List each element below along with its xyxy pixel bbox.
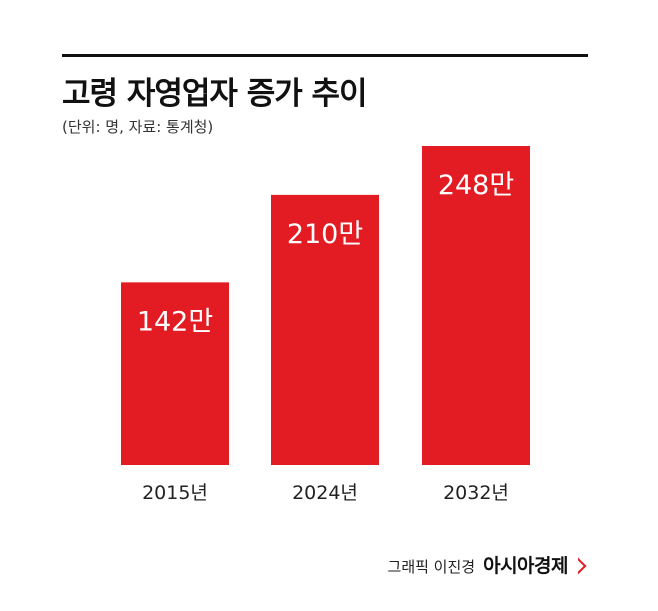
chart-subtitle: (단위: 명, 자료: 통계청)	[62, 118, 214, 136]
value-label-0: 142만	[137, 306, 213, 337]
bar-2	[422, 146, 530, 465]
graphic-credit: 그래픽 이진경	[387, 558, 476, 576]
category-label-1: 2024년	[292, 482, 358, 504]
brand-logo-text: 아시아경제	[483, 555, 568, 577]
bar-1	[271, 194, 379, 465]
brand-mark-icon	[569, 557, 587, 575]
category-label-0: 2015년	[142, 482, 208, 504]
value-label-2: 248만	[438, 170, 514, 201]
category-label-2: 2032년	[443, 482, 509, 504]
credit-line: 그래픽 이진경 아시아경제	[387, 551, 587, 578]
chart-title: 고령 자영업자 증가 추이	[62, 76, 368, 112]
value-label-1: 210만	[287, 219, 363, 250]
bar-0	[121, 282, 229, 465]
top-rule	[62, 54, 588, 57]
